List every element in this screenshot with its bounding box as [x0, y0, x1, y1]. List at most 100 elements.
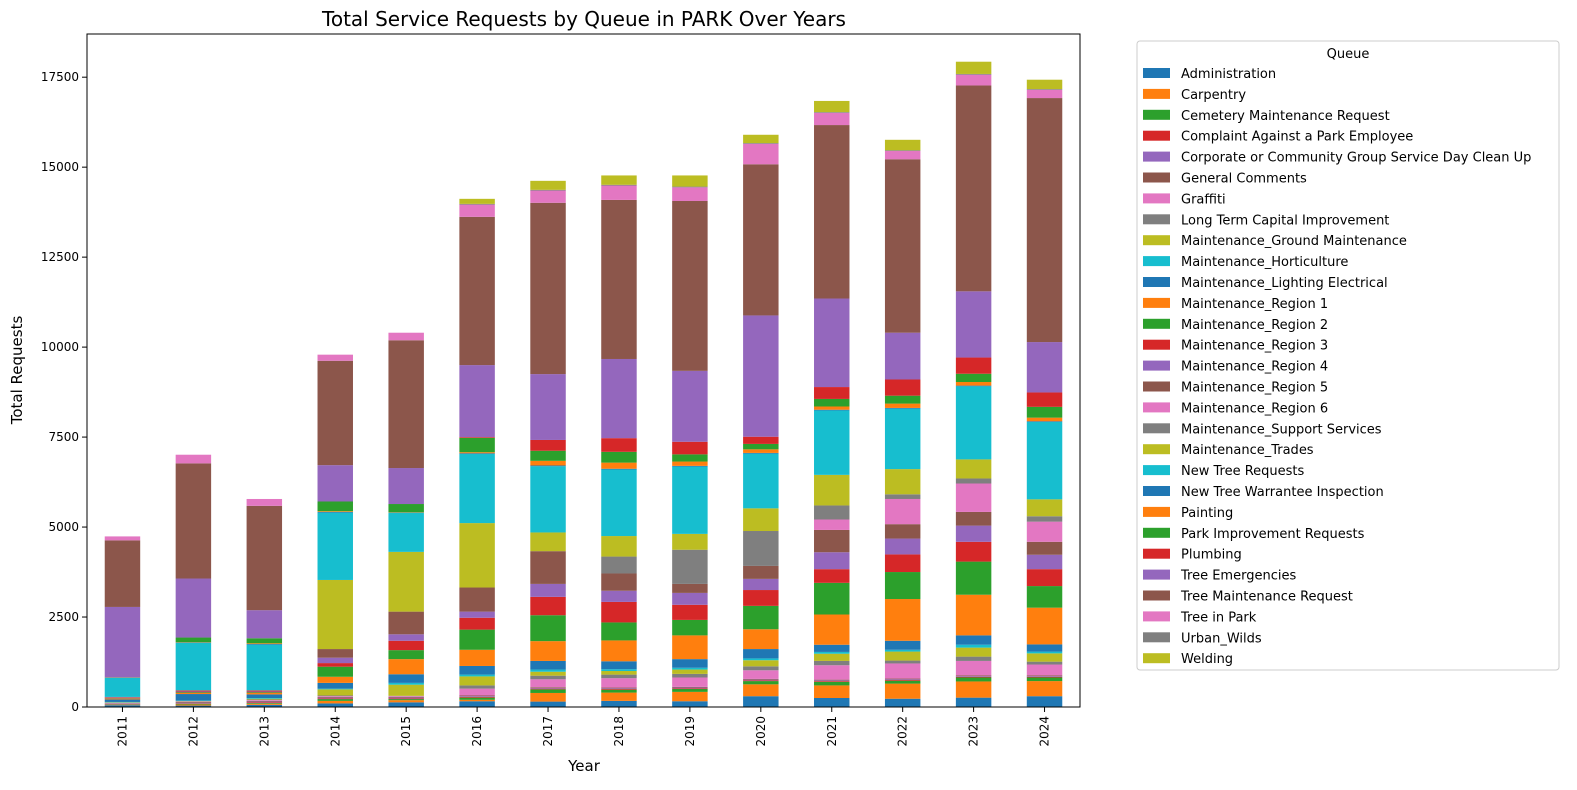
bar-segment — [884, 679, 921, 681]
y-tick-label: 0 — [71, 700, 79, 714]
bar-segment — [955, 483, 992, 512]
bar-segment — [530, 583, 566, 597]
bar-segment — [814, 653, 850, 661]
bar-segment — [530, 189, 566, 191]
bar-segment — [459, 587, 495, 612]
legend-swatch — [1143, 130, 1170, 141]
legend-label: Tree Maintenance Request — [1180, 590, 1353, 605]
bar-segment — [672, 669, 708, 674]
bar-segment — [530, 532, 566, 552]
bar-segment — [530, 641, 566, 661]
bar-segment — [317, 699, 353, 701]
legend-label: Tree in Park — [1180, 610, 1257, 625]
bar-segment — [672, 677, 708, 687]
bar-segment — [601, 573, 637, 591]
bar-segment — [459, 365, 495, 438]
legend-label: Complaint Against a Park Employee — [1181, 130, 1413, 145]
bar-segment — [1026, 516, 1063, 522]
bar-segment — [459, 453, 495, 524]
legend-swatch — [1143, 256, 1170, 267]
legend-swatch — [1143, 214, 1170, 225]
bar-segment — [317, 700, 353, 704]
y-tick-label: 10000 — [41, 340, 79, 354]
legend-item: Painting — [1143, 506, 1233, 521]
bar-segment — [459, 699, 495, 702]
bar-segment — [601, 678, 637, 688]
legend-swatch — [1143, 590, 1170, 601]
bar-segment — [388, 468, 424, 505]
bar-segment — [814, 398, 850, 407]
y-tick-label: 12500 — [41, 250, 79, 264]
bar-segment — [175, 578, 212, 638]
bar-segment — [743, 315, 779, 437]
bar-segment — [814, 681, 850, 686]
bar-segment — [884, 408, 921, 470]
legend-label: Corporate or Community Group Service Day… — [1181, 151, 1531, 166]
bar-segment — [1026, 676, 1063, 677]
legend-label: Maintenance_Support Services — [1181, 422, 1382, 437]
bar-segment — [814, 582, 850, 615]
bar-segment — [884, 403, 921, 408]
bar-segment — [317, 676, 353, 683]
bar-segment — [884, 651, 921, 661]
bar-segment — [530, 669, 566, 672]
bar-segment — [175, 454, 212, 464]
bar-segment — [884, 494, 921, 499]
bar-segment — [672, 175, 708, 187]
bar-segment — [743, 578, 779, 591]
bar-segment — [530, 439, 566, 451]
bar-segment — [1026, 554, 1063, 570]
bar-segment — [743, 696, 779, 707]
bar-segment — [104, 698, 141, 700]
bar-segment — [530, 671, 566, 676]
legend-label: Maintenance_Lighting Electrical — [1181, 276, 1388, 291]
bar-segment — [743, 649, 779, 659]
bar-segment — [955, 459, 992, 479]
legend-item: Maintenance_Region 5 — [1143, 381, 1328, 396]
bar-segment — [601, 661, 637, 670]
bar-segment — [743, 658, 779, 661]
legend-items: Administration Carpentry Cemetery Maintena… — [1143, 67, 1531, 667]
bar-segment — [246, 690, 283, 692]
bar-segment — [672, 441, 708, 455]
bar-segment — [955, 660, 992, 676]
bar-segment — [317, 511, 353, 513]
bar-segment — [814, 125, 850, 299]
bar-segment — [814, 409, 850, 411]
legend-label: Administration — [1181, 67, 1276, 82]
bar-segment — [884, 663, 921, 679]
legend-swatch — [1143, 109, 1170, 120]
bar-segment — [814, 552, 850, 570]
bar-segment — [317, 682, 353, 689]
bar-segment — [884, 139, 921, 151]
bar-segment — [955, 676, 992, 678]
bar-segment — [175, 692, 212, 693]
bar-segment — [743, 453, 779, 509]
bar-segment — [743, 452, 779, 454]
bar-segment — [317, 698, 353, 700]
bar-segment — [317, 511, 353, 512]
legend-swatch — [1143, 423, 1170, 434]
y-axis: 0 2500 5000 7500 10000 12500 15000 17500 — [41, 70, 87, 714]
bar-segment — [884, 660, 921, 664]
legend-label: Tree Emergencies — [1180, 569, 1296, 584]
bar-segment — [743, 670, 779, 679]
bar-segment — [459, 695, 495, 697]
bar-segment — [743, 678, 779, 680]
bar-segment — [317, 696, 353, 697]
bar-segment — [884, 649, 921, 652]
bar-segment — [1026, 392, 1063, 407]
bar-segment — [672, 186, 708, 188]
bar-segment — [672, 461, 708, 466]
bar-segment — [175, 691, 212, 693]
bar-segment — [530, 466, 566, 533]
legend-swatch — [1143, 151, 1170, 162]
y-tick-label: 17500 — [41, 70, 79, 84]
bar-segment — [814, 665, 850, 680]
bar-segment — [175, 703, 212, 705]
x-tick-label: 2021 — [825, 716, 839, 747]
bar-segment — [601, 689, 637, 690]
legend-label: Maintenance_Region 4 — [1181, 360, 1328, 375]
legend-swatch — [1143, 88, 1170, 99]
bar-segment — [388, 674, 424, 683]
